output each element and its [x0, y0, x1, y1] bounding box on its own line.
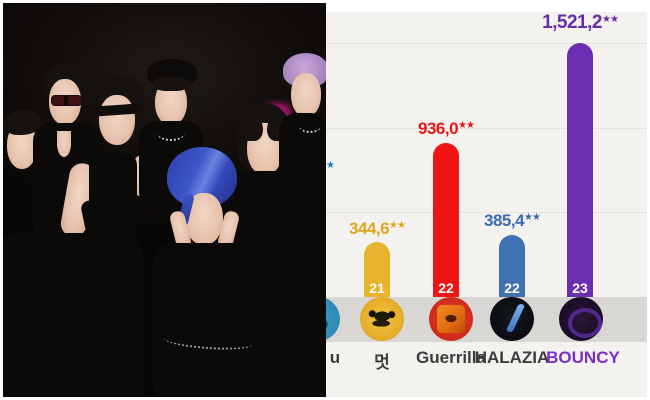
- category-label-1: 멋: [374, 353, 390, 372]
- score-stars-icon: ★★: [389, 220, 406, 231]
- value-label-2: 936,0★★: [418, 119, 475, 138]
- gridline-1000: [326, 128, 647, 129]
- year-badge: 23: [572, 280, 588, 296]
- bar-myeot: 21: [364, 242, 390, 297]
- score-stars-icon: ★★: [458, 120, 475, 131]
- album-art-square: [437, 305, 465, 333]
- chart-top-margin: [326, 3, 647, 12]
- silver-cross-necklace: [299, 119, 321, 133]
- year-badge: 22: [504, 280, 520, 296]
- score-stars-icon: ★★: [601, 14, 619, 25]
- category-label-2: Guerrilla: [416, 348, 486, 367]
- score-stars-icon: ★★: [326, 160, 335, 171]
- year-badge: 21: [369, 280, 385, 296]
- value-label-3: 385,4★★: [484, 211, 541, 230]
- dark-purple-album-icon: [559, 297, 603, 341]
- teal-album-icon: [326, 297, 340, 341]
- lightning-bolt-art: [505, 303, 526, 333]
- member-headband-face: [99, 95, 135, 145]
- value-label-1: 344,6★★: [349, 219, 406, 238]
- sunglasses: [51, 95, 82, 106]
- orange-album-icon: [429, 297, 473, 341]
- group-photo: [3, 3, 326, 397]
- foreground-clothing: [3, 233, 143, 397]
- value-label-4: 1,521,2★★: [542, 12, 619, 33]
- member-sunglasses-chest: [57, 131, 71, 157]
- gridline-1500: [326, 43, 647, 44]
- black-blue-album-icon: [490, 297, 534, 341]
- year-badge: 22: [438, 280, 454, 296]
- purple-ring-art: [568, 308, 602, 338]
- bar-bouncy: 23: [567, 43, 593, 297]
- member-left-bangs: [5, 115, 41, 135]
- category-label-0: u: [329, 348, 341, 367]
- bar-guerrilla: 22: [433, 143, 459, 297]
- score-stars-icon: ★★: [524, 212, 541, 223]
- member-blue-body: [153, 243, 263, 397]
- gold-album-icon: [360, 297, 404, 341]
- category-label-4: BOUNCY: [546, 348, 620, 367]
- member-purple-face: [291, 73, 321, 117]
- value-label-0: ★★: [326, 159, 356, 179]
- member-beret-bangs: [153, 77, 189, 91]
- member-longhair-part: [243, 115, 263, 141]
- gridline-500: [326, 212, 647, 213]
- bar-halazia: 22: [499, 235, 525, 297]
- category-label-3: HALAZIA: [474, 348, 550, 367]
- silver-necklace: [157, 125, 185, 141]
- bar-chart-panel: ★★ u 21 344,6★★ 멋 22 936,0★★ Guerrilla 2…: [326, 3, 647, 397]
